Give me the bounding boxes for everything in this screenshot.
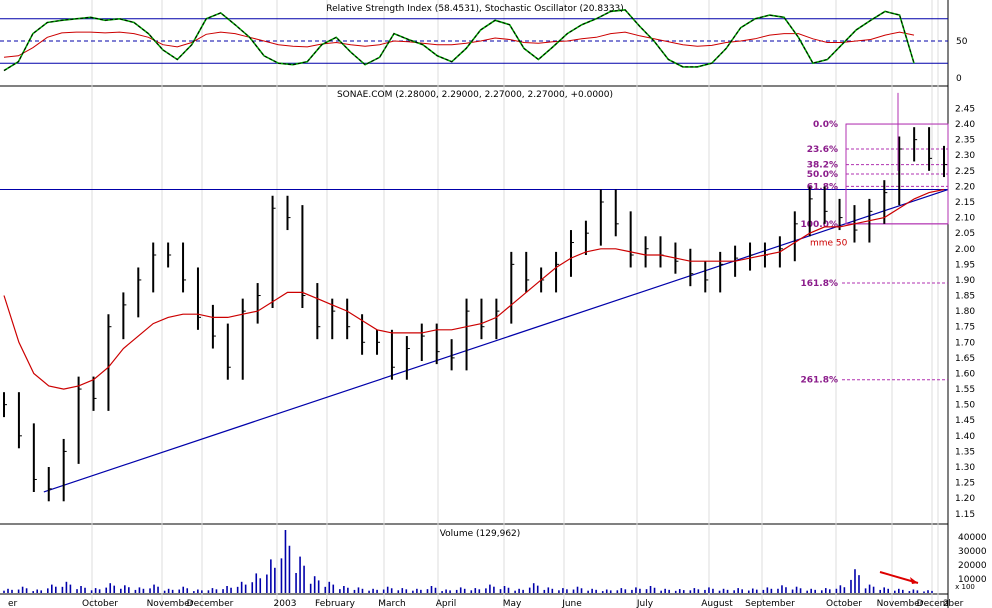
fibonacci-level-label: 161.8% xyxy=(801,279,839,289)
price-y-tick: 2.35 xyxy=(955,136,975,146)
price-y-tick: 1.75 xyxy=(955,323,975,333)
panel-frames xyxy=(0,0,949,608)
fibonacci-level-label: 100.0% xyxy=(801,220,839,230)
fibonacci-level-label: 261.8% xyxy=(801,376,839,386)
volume-y-tick: 40000 xyxy=(958,533,987,543)
price-y-tick: 2.45 xyxy=(955,104,975,114)
price-y-tick: 2.00 xyxy=(955,245,975,255)
price-y-tick: 2.05 xyxy=(955,229,975,239)
price-y-tick: 1.20 xyxy=(955,494,975,504)
stochastic-signal-line xyxy=(3,9,915,72)
oscillator-panel: Relative Strength Index (58.4531), Stoch… xyxy=(0,4,948,72)
x-tick-label: 2 xyxy=(943,599,949,608)
trend-line xyxy=(43,188,949,493)
volume-unit-label: x 100 xyxy=(955,583,975,591)
volume-y-tick: 10000 xyxy=(958,575,987,585)
fibonacci-level-label: 0.0% xyxy=(813,120,838,130)
fibonacci-level-label: 50.0% xyxy=(807,170,838,180)
price-y-tick: 1.40 xyxy=(955,432,975,442)
moving-average-line xyxy=(3,188,945,390)
oscillator-title: Relative Strength Index (58.4531), Stoch… xyxy=(326,4,624,14)
price-y-tick: 1.15 xyxy=(955,510,975,520)
x-tick-label: December xyxy=(917,599,964,608)
price-y-tick: 1.65 xyxy=(955,354,975,364)
volume-panel: Volume (129,962) x 100 xyxy=(3,529,975,593)
price-y-tick: 2.40 xyxy=(955,120,975,130)
volume-y-tick: 30000 xyxy=(958,547,987,557)
price-y-tick: 2.25 xyxy=(955,167,975,177)
x-tick-label: October xyxy=(82,599,118,608)
volume-y-tick: 20000 xyxy=(958,561,987,571)
price-y-tick: 2.30 xyxy=(955,151,975,161)
price-y-tick: 1.30 xyxy=(955,463,975,473)
price-y-tick: 1.35 xyxy=(955,447,975,457)
price-y-tick: 1.80 xyxy=(955,307,975,317)
x-tick-label: 2003 xyxy=(274,599,297,608)
price-y-tick: 2.10 xyxy=(955,214,975,224)
volume-trend-arrowhead xyxy=(910,577,918,584)
price-y-tick: 1.45 xyxy=(955,416,975,426)
x-tick-label: December xyxy=(187,599,234,608)
price-y-tick: 2.20 xyxy=(955,182,975,192)
x-tick-label: September xyxy=(745,599,795,608)
moving-average-label: mme 50 xyxy=(810,239,848,249)
price-y-tick: 1.95 xyxy=(955,260,975,270)
price-y-tick: 1.85 xyxy=(955,292,975,302)
price-title: SONAE.COM (2.28000, 2.29000, 2.27000, 2.… xyxy=(337,90,613,100)
x-tick-label: er xyxy=(8,599,18,608)
fibonacci-level-label: 23.6% xyxy=(807,145,838,155)
vertical-gridlines xyxy=(91,0,939,608)
x-tick-label: May xyxy=(503,599,522,608)
x-tick-label: November xyxy=(877,599,924,608)
x-tick-label: April xyxy=(436,599,457,608)
x-tick-label: June xyxy=(561,599,582,608)
price-y-tick: 1.90 xyxy=(955,276,975,286)
price-y-tick: 1.55 xyxy=(955,385,975,395)
oscillator-y-tick: 0 xyxy=(956,74,962,84)
x-tick-label: February xyxy=(315,599,356,608)
x-tick-label: August xyxy=(701,599,733,608)
price-y-tick: 1.60 xyxy=(955,369,975,379)
fibonacci-level-label: 38.2% xyxy=(807,161,838,171)
x-tick-label: November xyxy=(147,599,194,608)
x-tick-label: October xyxy=(826,599,862,608)
price-y-tick: 1.50 xyxy=(955,401,975,411)
x-tick-label: March xyxy=(378,599,405,608)
price-y-tick: 1.25 xyxy=(955,479,975,489)
y-axis-labels: 50 0 2.45 2.40 2.35 2.30 2.25 2.20 2.15 2.10 2.05 2… xyxy=(955,37,987,585)
x-tick-label: July xyxy=(636,599,654,608)
price-y-tick: 2.15 xyxy=(955,198,975,208)
volume-title: Volume (129,962) xyxy=(440,529,521,539)
oscillator-y-tick: 50 xyxy=(956,37,968,47)
price-panel: SONAE.COM (2.28000, 2.29000, 2.27000, 2.… xyxy=(0,90,949,502)
price-y-tick: 1.70 xyxy=(955,338,975,348)
fibonacci-level-label: 61.8% xyxy=(807,182,838,192)
